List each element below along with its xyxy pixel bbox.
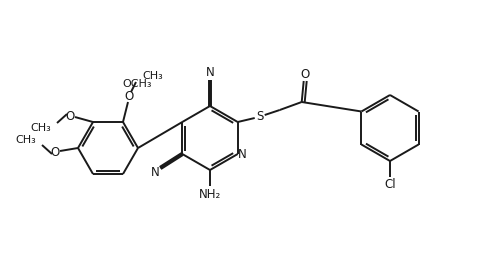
Text: CH₃: CH₃: [30, 123, 51, 133]
Text: N: N: [206, 66, 214, 79]
Text: O: O: [124, 90, 134, 102]
Text: O: O: [300, 69, 310, 81]
Text: S: S: [256, 111, 264, 123]
Text: CH₃: CH₃: [142, 71, 163, 81]
Text: OCH₃: OCH₃: [122, 79, 152, 89]
Text: O: O: [66, 110, 74, 123]
Text: O: O: [50, 145, 59, 158]
Text: N: N: [238, 147, 247, 161]
Text: N: N: [151, 165, 160, 178]
Text: Cl: Cl: [384, 178, 396, 191]
Text: CH₃: CH₃: [15, 135, 36, 145]
Text: NH₂: NH₂: [199, 187, 221, 200]
